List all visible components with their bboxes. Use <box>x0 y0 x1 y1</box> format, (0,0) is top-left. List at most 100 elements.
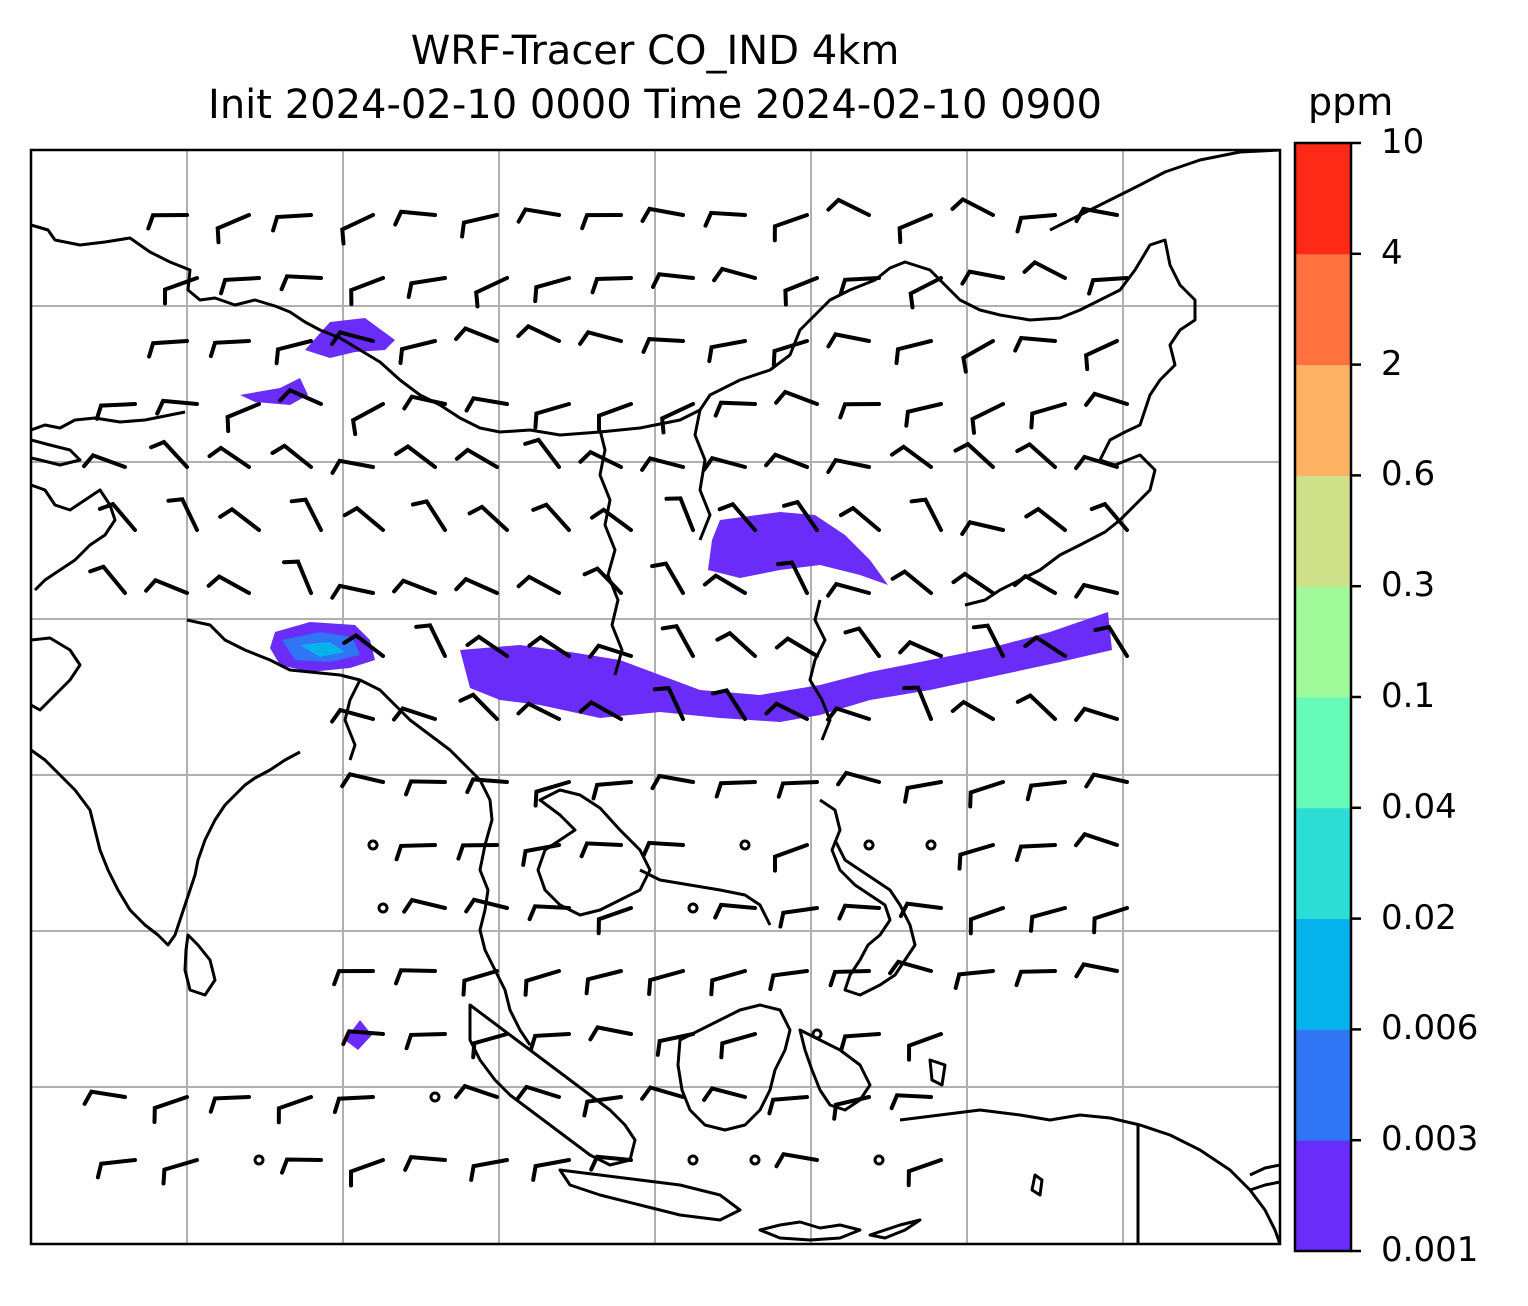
wind-barb <box>664 496 695 532</box>
wind-barb <box>95 1158 137 1180</box>
wind-barb <box>768 969 809 992</box>
wind-barb <box>702 573 747 595</box>
plume-north-west <box>305 318 395 358</box>
wind-barb <box>464 396 509 413</box>
wind-barb <box>1029 906 1067 933</box>
wind-barb <box>578 699 623 721</box>
wind-barb <box>843 626 881 658</box>
wind-barb <box>888 959 933 976</box>
wind-barb <box>953 969 995 990</box>
wind-barb <box>650 561 685 595</box>
wind-barb <box>392 706 437 722</box>
wind-barb <box>703 210 747 228</box>
wind-barb <box>590 507 633 532</box>
wind-barb <box>764 452 809 469</box>
wind-barb <box>783 276 819 307</box>
wind-barb <box>276 1095 313 1125</box>
wind-barb <box>406 276 447 299</box>
wind-barb <box>826 197 871 217</box>
wind-barb <box>894 339 933 366</box>
map-frame <box>29 148 1282 1246</box>
wind-barb <box>898 901 943 919</box>
wind-barb <box>776 780 819 799</box>
wind-barb <box>1013 335 1057 353</box>
map-title-line1: WRF-Tracer CO_IND 4km <box>410 28 900 74</box>
wind-barb <box>773 843 809 873</box>
wind-barb <box>278 387 323 406</box>
wind-barb <box>516 1084 561 1101</box>
wind-barb <box>826 332 871 349</box>
wind-barb <box>219 276 261 296</box>
wind-barb <box>588 1025 633 1042</box>
wind-barb <box>713 400 757 418</box>
colorbar-segment <box>1295 807 1351 920</box>
wind-barb <box>410 499 447 532</box>
calm-wind-marker <box>253 1154 265 1166</box>
calm-wind-marker <box>687 1154 699 1166</box>
wind-barb <box>1074 454 1119 471</box>
wind-barb <box>270 443 313 469</box>
wind-barb <box>641 337 685 354</box>
wind-barb <box>161 1158 199 1186</box>
wind-barb <box>1015 693 1057 721</box>
wind-barb <box>578 449 623 469</box>
wind-barb <box>971 623 1005 658</box>
wind-barb <box>1024 506 1067 532</box>
wind-barb <box>465 634 509 658</box>
wind-barb <box>208 1095 251 1114</box>
wind-barb <box>349 276 385 307</box>
wind-barb <box>641 840 685 858</box>
wind-barb <box>715 630 757 658</box>
wind-barb <box>393 209 437 227</box>
wind-barb <box>279 274 323 292</box>
wind-barb <box>461 969 499 997</box>
wind-barb <box>469 1158 509 1182</box>
calm-wind-marker <box>687 902 699 914</box>
wind-barb <box>591 780 633 801</box>
wind-barb <box>960 269 1005 286</box>
colorbar-unit: ppm <box>1308 80 1394 124</box>
wind-barb <box>712 266 757 283</box>
wind-barb <box>660 624 695 658</box>
wind-barb <box>767 1095 809 1116</box>
wind-barb <box>1083 339 1119 372</box>
wind-barb <box>341 1029 385 1046</box>
wind-barb <box>533 780 571 808</box>
colorbar-tick-label: 10 <box>1381 122 1425 162</box>
wind-barb <box>719 1032 757 1060</box>
wind-barb <box>454 576 499 595</box>
wind-barb <box>1087 276 1129 296</box>
colorbar-tick-label: 0.04 <box>1381 786 1457 827</box>
wind-barb <box>1084 772 1129 789</box>
wind-barb <box>640 206 685 223</box>
wind-barb <box>458 692 499 721</box>
calm-wind-marker <box>739 839 751 851</box>
wind-barb <box>454 447 499 469</box>
wind-barb <box>1074 206 1119 223</box>
wind-barb <box>713 902 757 920</box>
wind-barb <box>838 276 881 296</box>
colorbar-tick-label: 0.006 <box>1381 1008 1479 1049</box>
wind-barb <box>460 213 499 239</box>
wind-barb <box>889 1093 933 1111</box>
wind-barb <box>957 843 995 871</box>
wind-barb <box>166 497 199 532</box>
wind-barb <box>215 213 251 245</box>
wind-barb <box>342 505 385 532</box>
wind-barb <box>839 1032 881 1052</box>
wind-barb <box>330 583 375 600</box>
colorbar-tick-label: 0.3 <box>1381 565 1436 606</box>
wind-barb <box>647 969 685 996</box>
wind-barb <box>1022 259 1067 280</box>
wind-barb <box>951 571 995 595</box>
wind-barb <box>404 1032 447 1051</box>
wind-barb <box>147 339 189 359</box>
colorbar-segment <box>1295 697 1351 809</box>
wind-barb <box>660 402 695 435</box>
wind-barb <box>596 906 633 936</box>
wind-barb <box>838 505 881 532</box>
wind-barb <box>832 1095 871 1121</box>
wind-barb <box>1074 962 1119 979</box>
wind-barb <box>398 339 437 365</box>
